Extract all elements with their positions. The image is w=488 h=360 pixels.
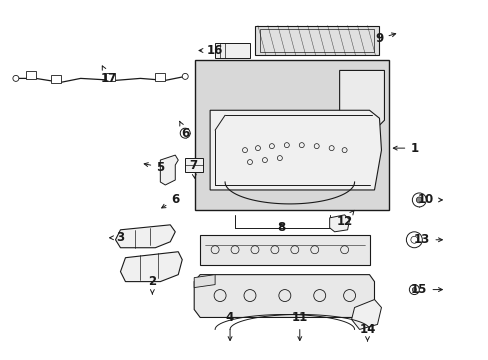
Polygon shape [339,71,384,140]
Text: 10: 10 [417,193,442,206]
Text: 12: 12 [336,210,353,228]
Text: 8: 8 [277,221,285,234]
Polygon shape [120,252,182,282]
Bar [155,73,165,81]
Polygon shape [351,300,381,329]
Circle shape [415,197,422,203]
Circle shape [411,288,415,292]
Polygon shape [115,225,175,248]
Polygon shape [160,155,178,185]
Bar [200,235,369,265]
Circle shape [406,232,422,248]
Polygon shape [194,275,374,318]
Bar [26,71,36,80]
Text: 14: 14 [359,323,375,342]
Text: 1: 1 [392,141,418,155]
Circle shape [13,75,19,81]
Circle shape [180,128,190,138]
Text: 4: 4 [225,311,234,341]
Circle shape [408,285,419,294]
Text: 7: 7 [189,158,197,178]
Text: 17: 17 [100,66,117,85]
Bar [260,28,374,53]
Text: 9: 9 [375,32,395,45]
Text: 15: 15 [410,283,442,296]
Text: 16: 16 [199,44,223,57]
Bar [185,158,203,172]
Polygon shape [210,110,381,190]
Circle shape [182,73,188,80]
Text: 6: 6 [162,193,179,208]
Polygon shape [329,215,349,232]
Bar [195,60,388,210]
Bar [51,75,61,84]
Text: 13: 13 [413,233,442,246]
Text: 3: 3 [109,231,124,244]
Polygon shape [194,275,215,288]
Text: 11: 11 [291,311,307,341]
Circle shape [411,193,426,207]
Polygon shape [254,26,379,55]
Text: 2: 2 [148,275,156,294]
Bar [215,42,249,58]
Bar [105,73,115,81]
Text: 6: 6 [179,121,189,140]
Text: 5: 5 [144,161,164,174]
